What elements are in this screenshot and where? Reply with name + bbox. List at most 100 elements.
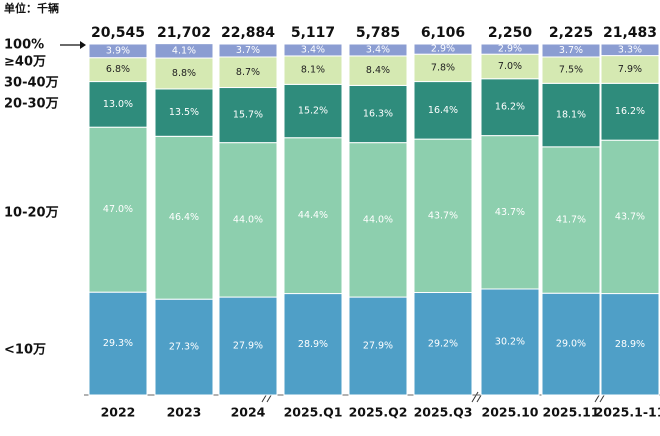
data-label: 8.8%: [172, 68, 196, 79]
data-label: 29.3%: [103, 338, 133, 349]
data-label: 18.1%: [556, 110, 586, 121]
bar-segment: [88, 43, 148, 59]
bar-segment: [600, 82, 660, 141]
data-label: 30.2%: [495, 336, 525, 347]
bar-segment: [480, 43, 540, 55]
total-label: 21,483: [603, 25, 657, 41]
bar-segment: [218, 43, 278, 58]
data-label: 27.9%: [363, 341, 393, 352]
data-label: 8.7%: [236, 67, 260, 78]
bar-segment: [413, 43, 473, 55]
series-label: 20-30万: [4, 97, 59, 112]
data-label: 44.0%: [233, 214, 263, 225]
bar-segment: [541, 292, 601, 396]
data-label: 28.9%: [615, 339, 645, 350]
series-label: <10万: [4, 343, 46, 358]
bar-segment: [413, 138, 473, 294]
bar-segment: [283, 293, 343, 396]
data-label: 3.4%: [366, 44, 390, 55]
bar-segment: [480, 135, 540, 290]
total-label: 20,545: [91, 25, 145, 41]
bar-segment: [283, 55, 343, 85]
data-label: 13.0%: [103, 99, 133, 110]
data-label: 8.4%: [366, 65, 390, 76]
bar-segment: [88, 126, 148, 293]
bar-segment: [541, 146, 601, 294]
data-label: 16.4%: [428, 105, 458, 116]
bar-segment: [348, 43, 408, 57]
top-label: 100%: [4, 38, 44, 53]
bar-segment: [480, 53, 540, 80]
data-label: 29.2%: [428, 338, 458, 349]
unit-label: 单位：千辆: [4, 1, 59, 15]
data-label: 28.9%: [298, 339, 328, 350]
data-label: 16.3%: [363, 109, 393, 120]
data-label: 16.2%: [495, 102, 525, 113]
series-label: 30-40万: [4, 76, 59, 91]
data-label: 6.8%: [106, 64, 130, 75]
data-label: 7.8%: [431, 62, 455, 73]
bar-segment: [88, 81, 148, 128]
x-tick-label: 2025.Q3: [414, 405, 473, 420]
data-label: 29.0%: [556, 339, 586, 350]
x-tick-label: 2025.Q1: [284, 405, 343, 420]
bar-segment: [480, 78, 540, 137]
data-label: 43.7%: [495, 207, 525, 218]
data-label: 41.7%: [556, 215, 586, 226]
arrow-head: [80, 41, 86, 49]
bar-segment: [348, 84, 408, 144]
data-label: 47.0%: [103, 204, 133, 215]
x-tick-label: 2024: [231, 405, 266, 420]
bar-segment: [218, 142, 278, 298]
data-label: 2.9%: [498, 44, 522, 55]
data-label: 16.2%: [615, 106, 645, 117]
bar-segment: [88, 291, 148, 396]
data-label: 15.2%: [298, 106, 328, 117]
bar-segment: [541, 43, 601, 58]
x-tick-label: 2023: [167, 405, 202, 420]
bar-segment: [348, 55, 408, 86]
data-label: 3.7%: [236, 45, 260, 56]
bar-segment: [283, 137, 343, 295]
bar-segment: [154, 43, 214, 59]
data-label: 7.9%: [618, 64, 642, 75]
data-label: 43.7%: [428, 210, 458, 221]
data-label: 27.3%: [169, 342, 199, 353]
data-label: 44.0%: [363, 214, 393, 225]
bar-segment: [218, 296, 278, 396]
x-tick-label: 2025.10: [482, 405, 539, 420]
data-label: 27.9%: [233, 341, 263, 352]
series-label: ≥40万: [4, 55, 46, 70]
data-label: 3.7%: [559, 45, 583, 56]
series-label: 10-20万: [4, 206, 59, 221]
data-label: 7.0%: [498, 61, 522, 72]
x-tick-label: 2025.11: [543, 405, 600, 420]
data-label: 44.4%: [298, 210, 328, 221]
bar-segment: [283, 43, 343, 57]
bar-segment: [154, 135, 214, 300]
breaks: [261, 391, 607, 403]
total-label: 22,884: [221, 25, 275, 41]
data-label: 4.1%: [172, 45, 196, 56]
bar-segment: [413, 81, 473, 140]
x-tick-label: 2022: [101, 405, 136, 420]
bar-segment: [600, 55, 660, 84]
data-label: 3.4%: [301, 44, 325, 55]
bar-segment: [480, 288, 540, 396]
total-label: 2,250: [488, 25, 533, 41]
bar-segment: [154, 57, 214, 90]
bar-segment: [541, 56, 601, 84]
bar-segment: [600, 139, 660, 295]
data-label: 8.1%: [301, 65, 325, 76]
data-label: 43.7%: [615, 211, 645, 222]
bar-segment: [218, 87, 278, 144]
total-label: 21,702: [157, 25, 211, 41]
bar-segment: [283, 83, 343, 139]
bar-segment: [600, 43, 660, 57]
total-label: 5,117: [291, 25, 335, 41]
x-tick-label: 2025.Q2: [349, 405, 408, 420]
data-label: 7.5%: [559, 65, 583, 76]
x-tick-label: 2025.1-11: [595, 405, 660, 420]
data-label: 15.7%: [233, 110, 263, 121]
